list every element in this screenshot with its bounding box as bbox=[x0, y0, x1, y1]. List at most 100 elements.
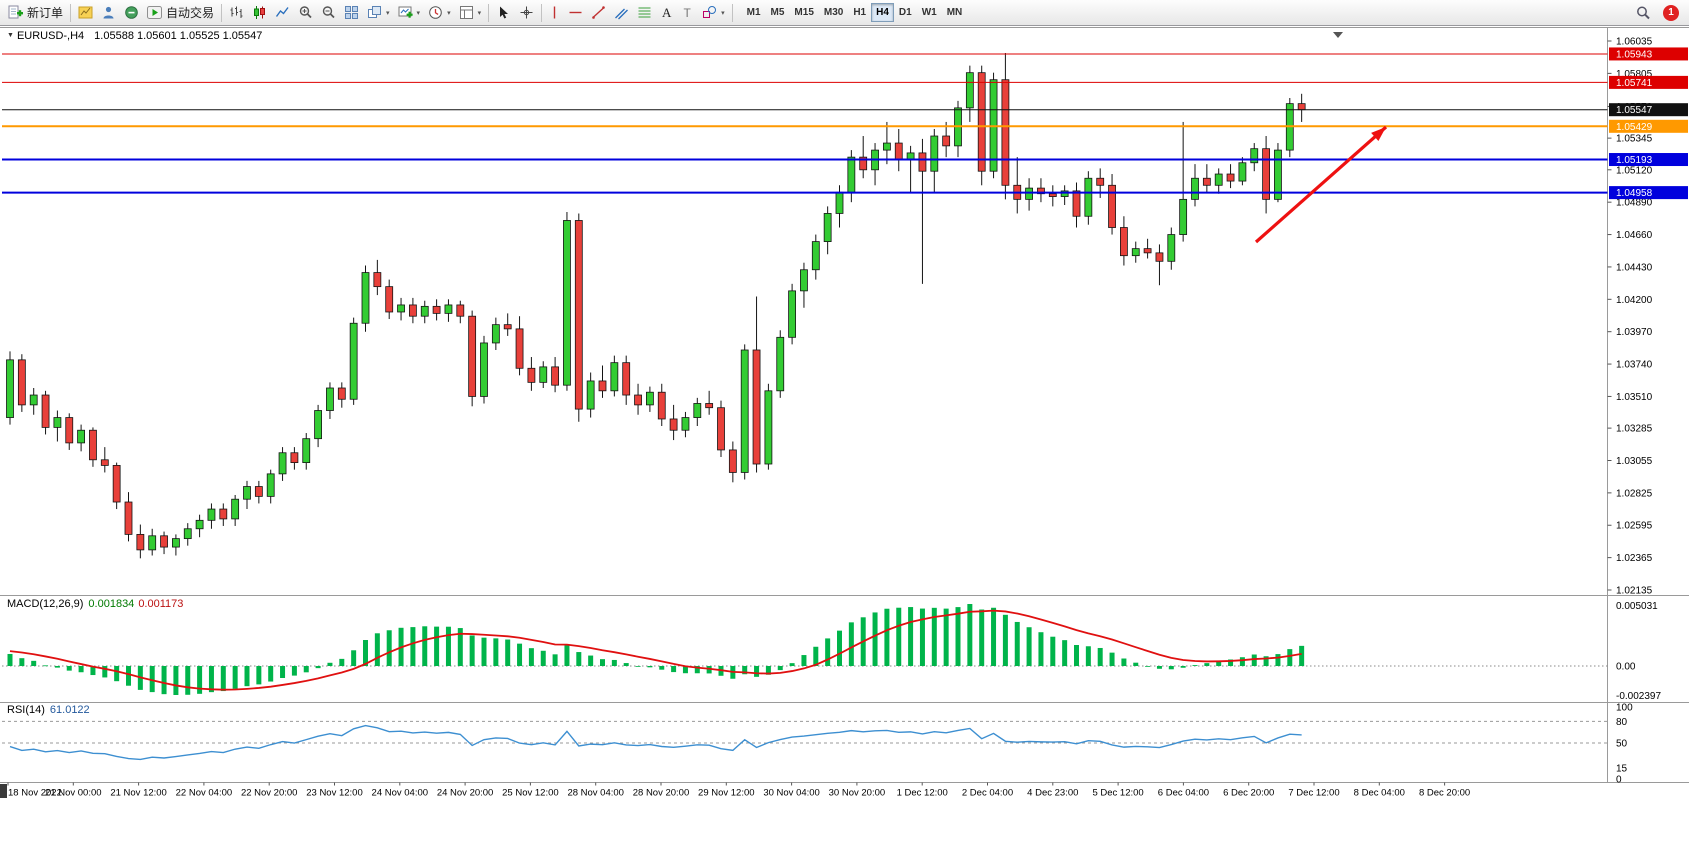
templates-button[interactable]: ▾ bbox=[455, 2, 486, 24]
terminal-button[interactable] bbox=[120, 2, 143, 24]
fibonacci-icon bbox=[638, 7, 651, 18]
svg-text:8 Dec 20:00: 8 Dec 20:00 bbox=[1419, 788, 1470, 799]
svg-text:4 Dec 23:00: 4 Dec 23:00 bbox=[1027, 788, 1078, 799]
svg-text:1.05547: 1.05547 bbox=[1616, 105, 1653, 116]
zoom-out-button[interactable] bbox=[317, 2, 340, 24]
horizontal-line-tool-button[interactable] bbox=[564, 2, 587, 24]
tf-m15[interactable]: M15 bbox=[789, 3, 818, 22]
tf-m1[interactable]: M1 bbox=[742, 3, 766, 22]
candlestick-chart-icon bbox=[254, 6, 266, 19]
chevron-down-icon: ▾ bbox=[447, 9, 451, 17]
svg-text:1.05193: 1.05193 bbox=[1616, 155, 1653, 166]
svg-text:22 Nov 20:00: 22 Nov 20:00 bbox=[241, 788, 298, 799]
svg-text:A: A bbox=[662, 5, 672, 20]
terminal-icon bbox=[125, 6, 138, 19]
svg-text:24 Nov 20:00: 24 Nov 20:00 bbox=[437, 788, 494, 799]
market-watch-icon bbox=[78, 6, 93, 19]
svg-text:1.04660: 1.04660 bbox=[1616, 230, 1653, 241]
toolbar-right-group: 1 bbox=[1631, 2, 1685, 24]
svg-text:1.05345: 1.05345 bbox=[1616, 134, 1653, 145]
svg-text:5 Dec 12:00: 5 Dec 12:00 bbox=[1092, 788, 1143, 799]
tf-mn[interactable]: MN bbox=[942, 3, 968, 22]
tf-d1[interactable]: D1 bbox=[894, 3, 917, 22]
chart-symbol-ohlc: ▼ EURUSD-,H4 1.05588 1.05601 1.05525 1.055… bbox=[7, 30, 262, 42]
svg-text:1.03970: 1.03970 bbox=[1616, 327, 1653, 338]
tf-h1[interactable]: H1 bbox=[848, 3, 871, 22]
svg-text:0.00: 0.00 bbox=[1616, 662, 1636, 673]
macd-name: MACD(12,26,9) bbox=[7, 598, 84, 610]
zoom-in-button[interactable] bbox=[294, 2, 317, 24]
text-tool-button[interactable]: A bbox=[656, 2, 677, 24]
svg-text:1.04200: 1.04200 bbox=[1616, 295, 1653, 306]
macd-signal-value: 0.001173 bbox=[138, 598, 184, 610]
navigator-icon bbox=[103, 6, 114, 19]
tile-windows-icon bbox=[345, 6, 359, 19]
search-button[interactable] bbox=[1631, 2, 1655, 24]
chevron-down-icon: ▾ bbox=[416, 9, 421, 17]
new-order-button[interactable]: 新订单 bbox=[4, 2, 67, 24]
bar-chart-button[interactable] bbox=[225, 2, 248, 24]
chevron-down-icon: ▾ bbox=[477, 9, 482, 17]
svg-text:1.03510: 1.03510 bbox=[1616, 392, 1653, 403]
new-order-icon bbox=[8, 5, 23, 19]
cascade-windows-button[interactable]: ▾ bbox=[363, 2, 394, 24]
new-order-label: 新订单 bbox=[27, 6, 64, 20]
svg-text:80: 80 bbox=[1616, 717, 1628, 728]
svg-text:30 Nov 04:00: 30 Nov 04:00 bbox=[763, 788, 820, 799]
shapes-icon bbox=[703, 6, 717, 18]
rsi-value: 61.0122 bbox=[49, 704, 90, 716]
svg-text:-0.002397: -0.002397 bbox=[1616, 691, 1661, 702]
horizontal-line-icon bbox=[569, 11, 582, 14]
svg-text:50: 50 bbox=[1616, 739, 1628, 750]
search-icon bbox=[1637, 6, 1650, 19]
svg-text:1.02825: 1.02825 bbox=[1616, 488, 1653, 499]
separator bbox=[488, 3, 490, 22]
shapes-tool-button[interactable]: ▾ bbox=[698, 2, 729, 24]
line-chart-button[interactable] bbox=[271, 2, 294, 24]
symbol-label: EURUSD-,H4 bbox=[16, 30, 85, 42]
text-label-tool-button[interactable]: T bbox=[677, 2, 698, 24]
channel-tool-button[interactable] bbox=[610, 2, 633, 24]
market-watch-button[interactable] bbox=[74, 2, 97, 24]
fibonacci-tool-button[interactable] bbox=[633, 2, 656, 24]
svg-text:6 Dec 20:00: 6 Dec 20:00 bbox=[1223, 788, 1274, 799]
separator bbox=[541, 3, 543, 22]
zoom-in-icon bbox=[299, 6, 312, 19]
period-button[interactable]: ▾ bbox=[424, 2, 455, 24]
trendline-tool-button[interactable] bbox=[587, 2, 610, 24]
cascade-windows-icon bbox=[368, 6, 382, 18]
svg-text:1.05943: 1.05943 bbox=[1616, 49, 1653, 60]
candlestick-chart-button[interactable] bbox=[248, 2, 271, 24]
svg-text:1.05429: 1.05429 bbox=[1616, 122, 1653, 133]
ohlc-values: 1.05588 1.05601 1.05525 1.05547 bbox=[94, 30, 263, 42]
svg-text:1.04890: 1.04890 bbox=[1616, 198, 1653, 209]
chevron-down-icon: ▼ bbox=[7, 32, 14, 39]
tf-w1[interactable]: W1 bbox=[917, 3, 942, 22]
toolbar: 新订单 自动交易 bbox=[0, 0, 1689, 26]
notification-badge[interactable]: 1 bbox=[1663, 4, 1679, 21]
autotrade-button[interactable]: 自动交易 bbox=[143, 2, 218, 24]
crosshair-icon bbox=[520, 6, 533, 19]
tf-m30[interactable]: M30 bbox=[819, 3, 848, 22]
rsi-indicator-label: RSI(14) 61.0122 bbox=[7, 704, 90, 716]
svg-text:7 Dec 12:00: 7 Dec 12:00 bbox=[1288, 788, 1339, 799]
tile-windows-button[interactable] bbox=[340, 2, 363, 24]
svg-text:T: T bbox=[684, 6, 692, 20]
navigator-button[interactable] bbox=[97, 2, 120, 24]
chart-canvas[interactable]: 1.060351.058051.055701.053451.051201.048… bbox=[0, 26, 1689, 862]
new-chart-button[interactable]: ▾ bbox=[394, 2, 425, 24]
svg-text:21 Nov 00:00: 21 Nov 00:00 bbox=[45, 788, 102, 799]
svg-text:1.04430: 1.04430 bbox=[1616, 262, 1653, 273]
tf-h4[interactable]: H4 bbox=[871, 3, 894, 22]
macd-indicator-label: MACD(12,26,9) 0.001834 0.001173 bbox=[7, 598, 183, 610]
svg-text:1.06035: 1.06035 bbox=[1616, 37, 1653, 48]
tf-m5[interactable]: M5 bbox=[766, 3, 790, 22]
crosshair-button[interactable] bbox=[515, 2, 538, 24]
svg-text:1.05120: 1.05120 bbox=[1616, 165, 1653, 176]
vertical-line-tool-button[interactable] bbox=[545, 2, 564, 24]
cursor-button[interactable] bbox=[492, 2, 515, 24]
svg-text:100: 100 bbox=[1616, 703, 1633, 714]
svg-text:0: 0 bbox=[1616, 775, 1622, 786]
autotrade-icon bbox=[147, 6, 163, 19]
